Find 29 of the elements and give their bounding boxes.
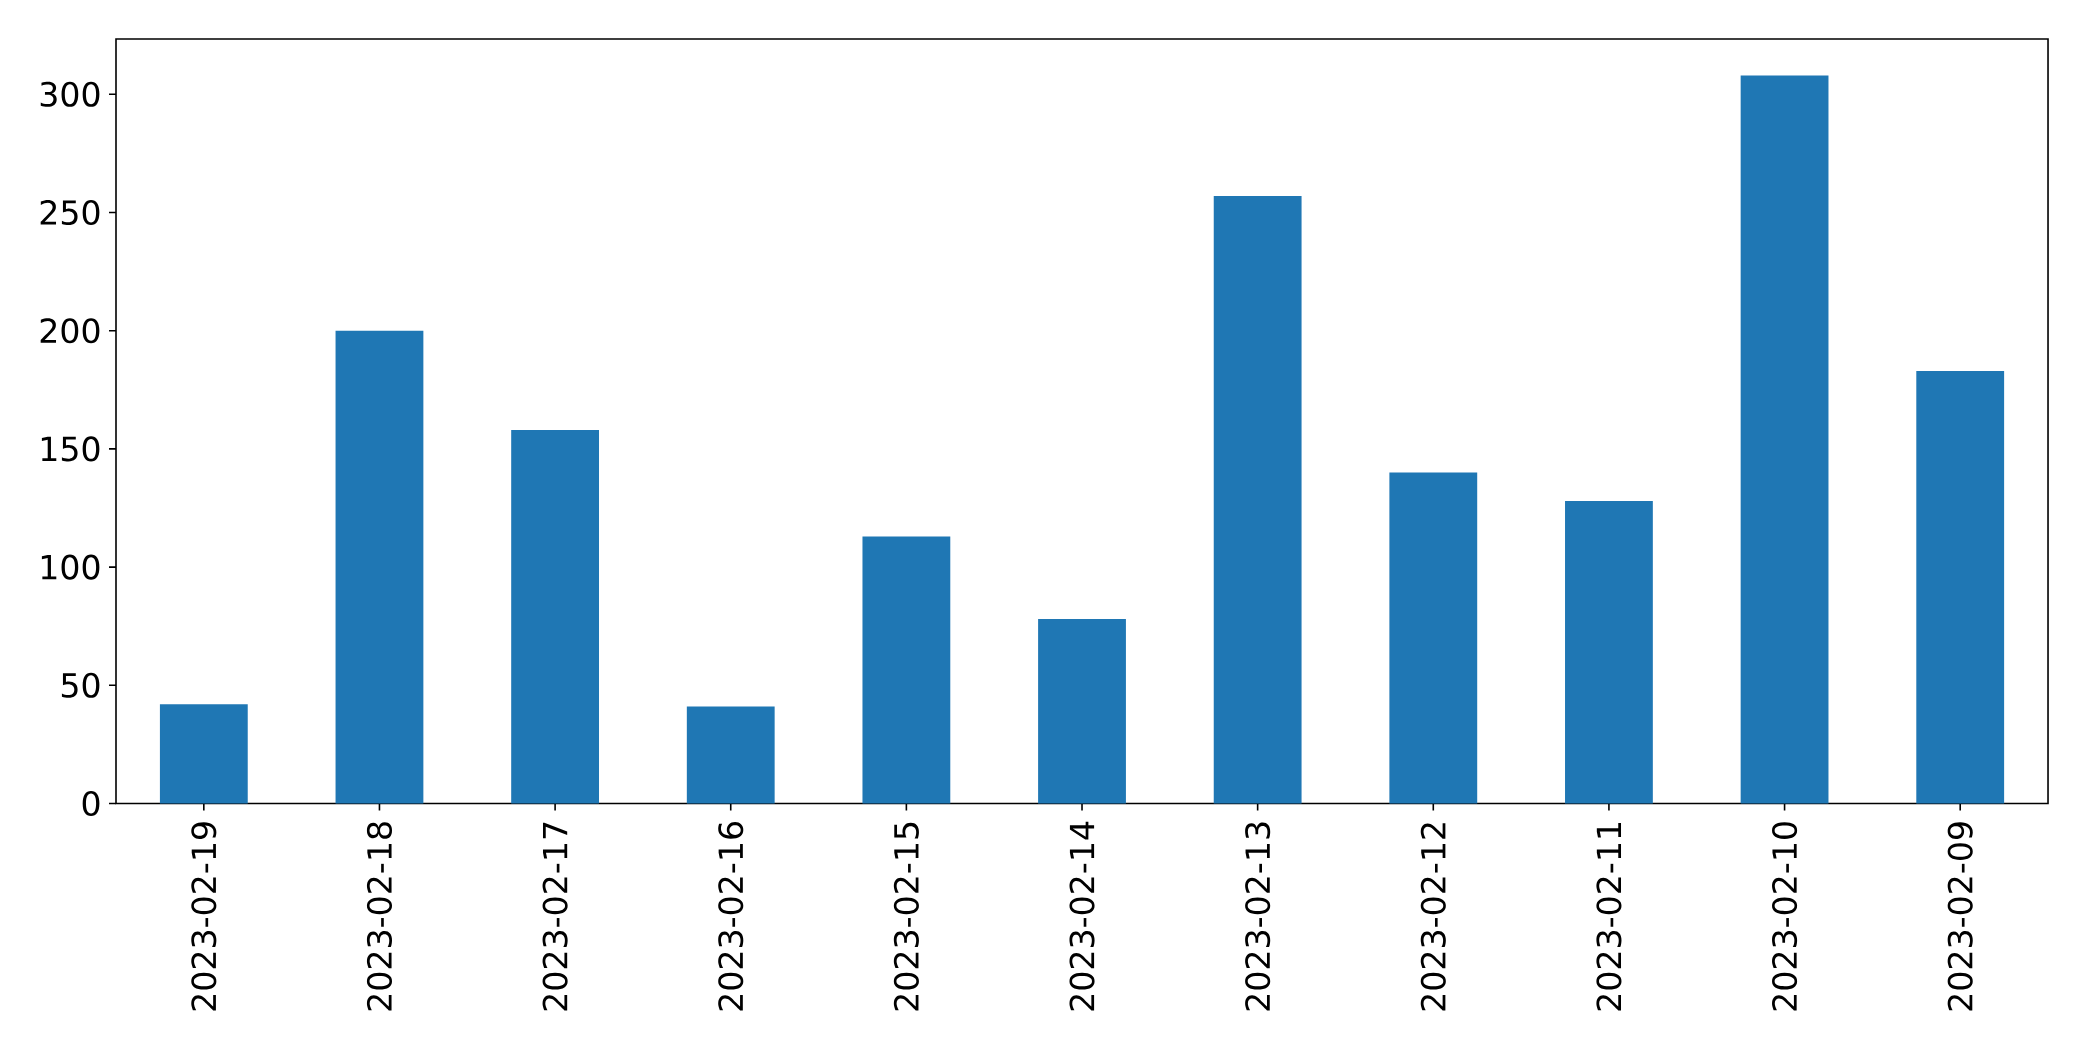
bar (1213, 195, 1302, 804)
y-tick-label: 0 (82, 790, 100, 817)
x-tick-label: 2023-02-16 (718, 822, 744, 1011)
y-tick-label: 50 (61, 672, 100, 698)
bar (1565, 500, 1653, 804)
bar (862, 536, 951, 804)
x-tick-label: 2023-02-15 (893, 822, 919, 1011)
bar (1389, 472, 1478, 804)
bar (1038, 619, 1126, 804)
y-tick-label: 200 (40, 318, 100, 344)
x-tick-label: 2023-02-14 (1069, 821, 1095, 1011)
y-tick-label: 250 (40, 199, 100, 226)
x-tick-label: 2023-02-12 (1420, 823, 1446, 1011)
bar (511, 429, 600, 804)
bar (1740, 75, 1829, 804)
bar (159, 704, 248, 804)
x-tick-label: 2023-02-11 (1596, 823, 1622, 1011)
x-tick-label: 2023-02-09 (1947, 822, 1973, 1011)
y-tick-label: 300 (40, 81, 100, 107)
y-tick-label: 100 (41, 554, 100, 580)
bar (686, 706, 775, 804)
x-tick-label: 2023-02-10 (1772, 822, 1798, 1011)
y-tick-label: 150 (41, 436, 100, 462)
x-tick-label: 2023-02-17 (542, 822, 568, 1011)
x-tick-label: 2023-02-13 (1245, 822, 1271, 1011)
bar (1916, 370, 2005, 804)
bar (335, 330, 424, 804)
x-tick-label: 2023-02-19 (191, 822, 217, 1011)
x-tick-label: 2023-02-18 (366, 822, 393, 1011)
